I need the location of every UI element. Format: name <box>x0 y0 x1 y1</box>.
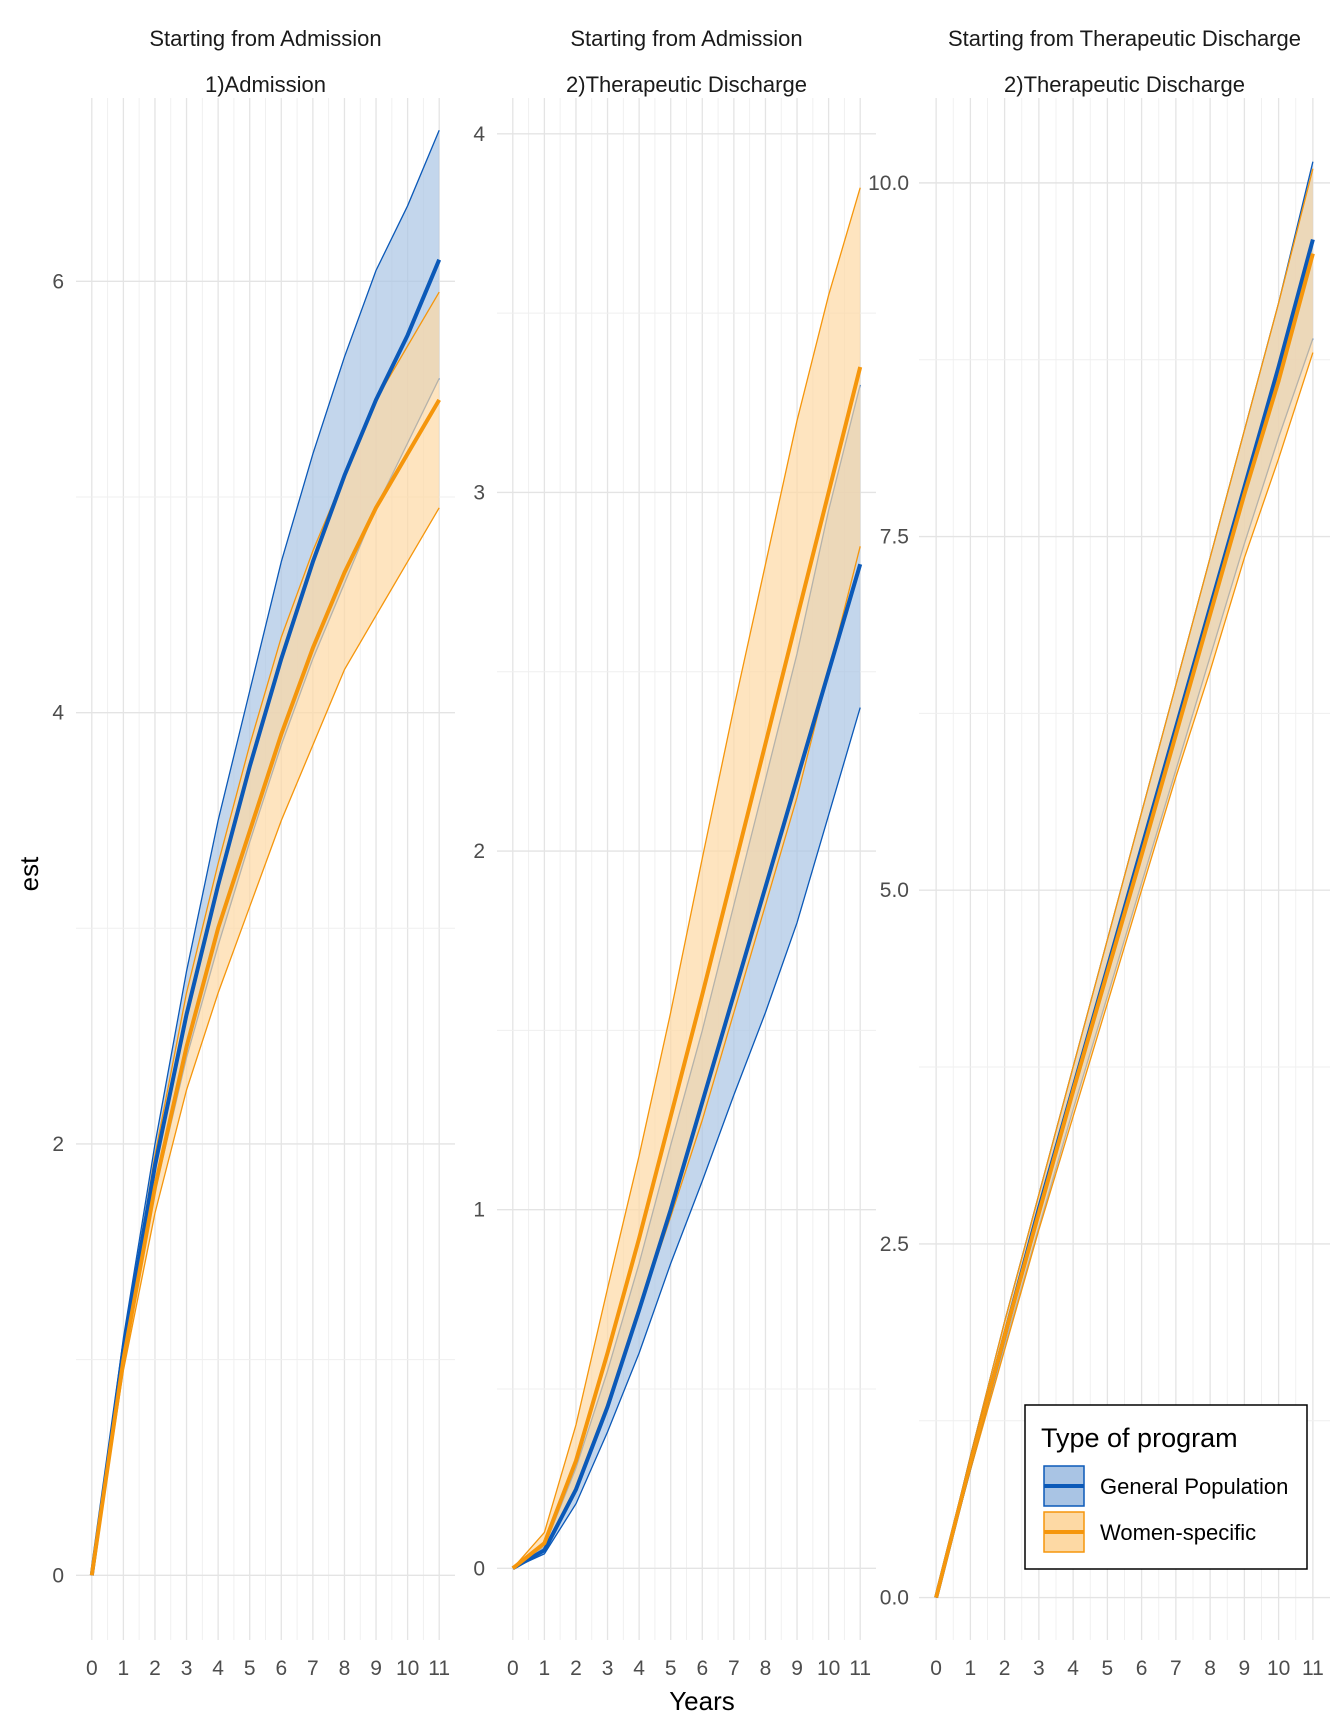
y-tick-label: 4 <box>52 702 64 725</box>
x-tick-label: 3 <box>181 1657 193 1680</box>
y-tick-label: 1 <box>473 1199 485 1222</box>
x-axis-title: Years <box>669 1686 735 1716</box>
x-tick-label: 11 <box>428 1657 450 1680</box>
ci-lower-women-specific <box>935 352 1314 1598</box>
estimate-line-general-population <box>89 258 442 1576</box>
ci-lower-general-population <box>512 707 861 1569</box>
y-tick-label: 0 <box>52 1564 64 1587</box>
legend: Type of program General Population Women… <box>1024 1404 1308 1570</box>
x-tick-label: 11 <box>1302 1657 1324 1680</box>
y-tick-label: 7.5 <box>880 526 909 549</box>
panel-strip-title-bottom: 2)Therapeutic Discharge <box>1004 72 1245 97</box>
ci-ribbon-women-specific <box>91 292 440 1576</box>
estimate-line-women-specific <box>934 253 1315 1599</box>
legend-title: Type of program <box>1041 1423 1238 1453</box>
x-tick-label: 1 <box>539 1657 551 1680</box>
x-tick-label: 0 <box>507 1657 519 1680</box>
ci-upper-women-specific <box>935 168 1314 1598</box>
x-tick-label: 11 <box>849 1657 871 1680</box>
x-tick-label: 9 <box>1239 1657 1251 1680</box>
x-tick-label: 1 <box>965 1657 977 1680</box>
legend-label-women-specific: Women-specific <box>1100 1520 1256 1545</box>
x-tick-label: 7 <box>1170 1657 1182 1680</box>
x-tick-label: 6 <box>275 1657 287 1680</box>
y-tick-label: 10.0 <box>868 172 909 195</box>
x-tick-label: 10 <box>817 1657 840 1680</box>
x-tick-label: 5 <box>244 1657 256 1680</box>
panel-3: Starting from Therapeutic Discharge 2)The… <box>868 26 1330 1680</box>
x-tick-label: 6 <box>1136 1657 1148 1680</box>
x-tick-label: 7 <box>307 1657 319 1680</box>
x-tick-label: 1 <box>118 1657 130 1680</box>
y-tick-label: 0 <box>473 1557 485 1580</box>
x-tick-label: 10 <box>1267 1657 1290 1680</box>
x-tick-label: 8 <box>339 1657 351 1680</box>
y-tick-label: 5.0 <box>880 879 909 902</box>
x-tick-label: 9 <box>791 1657 803 1680</box>
x-tick-label: 0 <box>930 1657 942 1680</box>
y-tick-label: 2 <box>473 840 485 863</box>
ci-upper-general-population <box>91 130 440 1576</box>
x-tick-label: 0 <box>86 1657 98 1680</box>
y-tick-label: 6 <box>52 270 64 293</box>
x-tick-label: 2 <box>570 1657 582 1680</box>
y-tick-label: 2 <box>52 1133 64 1156</box>
panel-strip-title-top: Starting from Admission <box>570 26 802 51</box>
x-tick-label: 5 <box>1102 1657 1114 1680</box>
x-tick-label: 4 <box>633 1657 645 1680</box>
ci-ribbon-women-specific <box>512 187 861 1569</box>
panel-strip-title-bottom: 1)Admission <box>205 72 326 97</box>
panel-strip-title-top: Starting from Admission <box>149 26 381 51</box>
x-tick-label: 10 <box>396 1657 419 1680</box>
x-tick-label: 9 <box>370 1657 382 1680</box>
ci-upper-women-specific <box>512 187 861 1569</box>
panel-strip-title-top: Starting from Therapeutic Discharge <box>948 26 1301 51</box>
ci-lower-women-specific <box>91 507 440 1576</box>
y-tick-label: 0.0 <box>880 1587 909 1610</box>
panel-strip-title-bottom: 2)Therapeutic Discharge <box>566 72 807 97</box>
x-tick-label: 6 <box>696 1657 708 1680</box>
panel-2: Starting from Admission 2)Therapeutic Dis… <box>473 26 876 1680</box>
estimate-line-general-population <box>511 563 863 1571</box>
y-tick-label: 3 <box>473 481 485 504</box>
y-axis-title: est <box>14 856 44 891</box>
x-tick-label: 7 <box>728 1657 740 1680</box>
y-tick-label: 2.5 <box>880 1233 909 1256</box>
estimate-line-women-specific <box>511 366 863 1570</box>
legend-label-general-population: General Population <box>1100 1474 1288 1499</box>
x-tick-label: 8 <box>760 1657 772 1680</box>
x-tick-label: 2 <box>999 1657 1011 1680</box>
estimate-line-women-specific <box>89 398 441 1576</box>
y-tick-label: 4 <box>473 123 485 146</box>
x-tick-label: 4 <box>1067 1657 1079 1680</box>
x-tick-label: 5 <box>665 1657 677 1680</box>
x-tick-label: 2 <box>149 1657 161 1680</box>
x-tick-label: 3 <box>1033 1657 1045 1680</box>
x-tick-label: 4 <box>212 1657 224 1680</box>
x-tick-label: 3 <box>602 1657 614 1680</box>
x-tick-label: 8 <box>1204 1657 1216 1680</box>
